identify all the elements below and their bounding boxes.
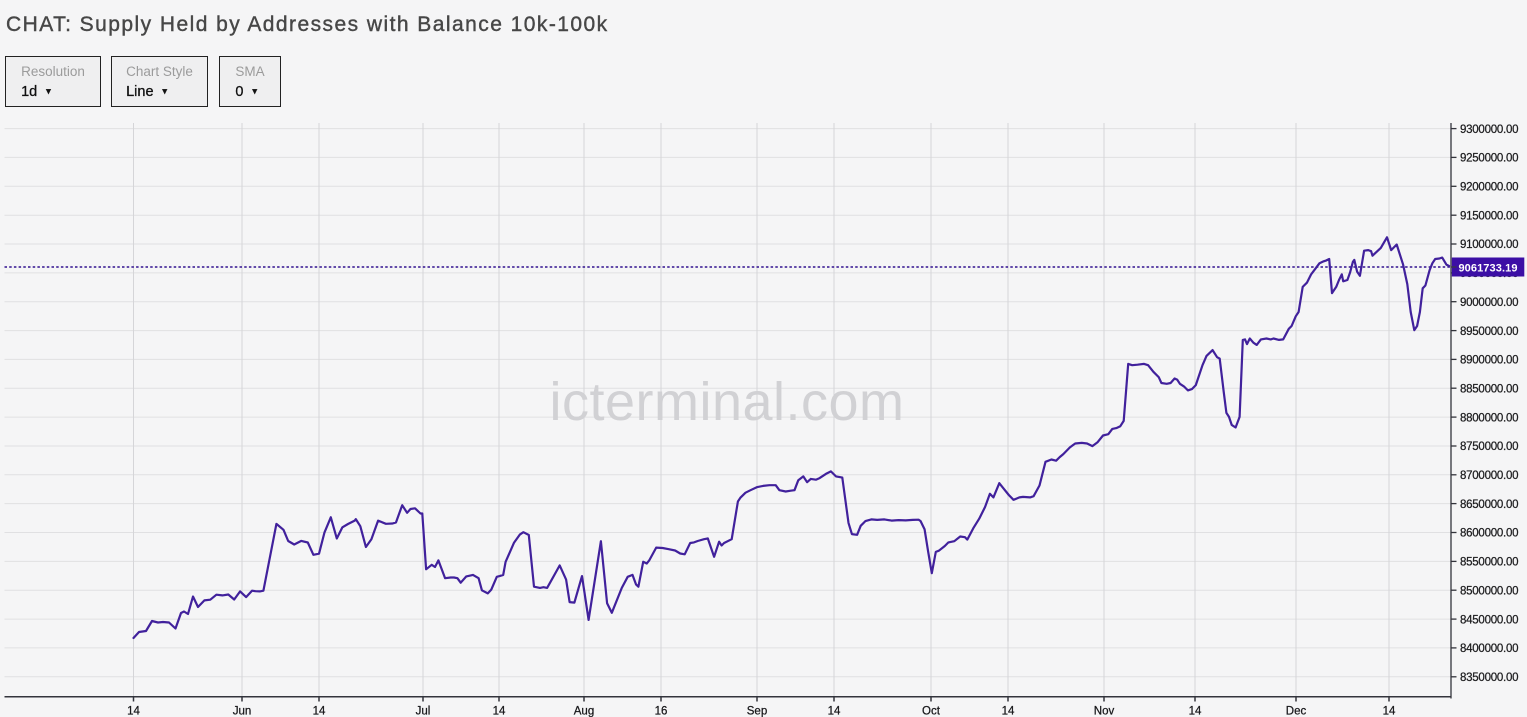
svg-text:Jul: Jul xyxy=(416,705,431,717)
svg-text:8850000.00: 8850000.00 xyxy=(1460,383,1518,395)
svg-text:14: 14 xyxy=(493,705,506,717)
svg-text:9200000.00: 9200000.00 xyxy=(1460,182,1518,194)
svg-text:Dec: Dec xyxy=(1286,705,1307,717)
svg-text:Jun: Jun xyxy=(233,705,252,717)
svg-text:8450000.00: 8450000.00 xyxy=(1460,614,1518,626)
svg-text:9300000.00: 9300000.00 xyxy=(1460,124,1518,136)
svg-text:8950000.00: 8950000.00 xyxy=(1460,326,1518,338)
svg-text:Sep: Sep xyxy=(747,705,767,717)
svg-text:14: 14 xyxy=(127,705,140,717)
svg-text:9100000.00: 9100000.00 xyxy=(1460,239,1518,251)
svg-text:Oct: Oct xyxy=(922,705,941,717)
svg-text:14: 14 xyxy=(1189,705,1202,717)
svg-text:8400000.00: 8400000.00 xyxy=(1460,643,1518,655)
svg-text:14: 14 xyxy=(313,705,326,717)
svg-text:14: 14 xyxy=(1002,705,1015,717)
svg-text:14: 14 xyxy=(828,705,841,717)
svg-text:icterminal.com: icterminal.com xyxy=(549,372,904,432)
svg-text:14: 14 xyxy=(1383,705,1396,717)
svg-text:Nov: Nov xyxy=(1094,705,1115,717)
svg-text:9000000.00: 9000000.00 xyxy=(1460,297,1518,309)
svg-text:16: 16 xyxy=(655,705,668,717)
svg-text:8600000.00: 8600000.00 xyxy=(1460,528,1518,540)
svg-text:8500000.00: 8500000.00 xyxy=(1460,585,1518,597)
svg-text:9250000.00: 9250000.00 xyxy=(1460,153,1518,165)
svg-text:8550000.00: 8550000.00 xyxy=(1460,557,1518,569)
svg-text:8700000.00: 8700000.00 xyxy=(1460,470,1518,482)
svg-text:8650000.00: 8650000.00 xyxy=(1460,499,1518,511)
svg-text:8350000.00: 8350000.00 xyxy=(1460,672,1518,684)
svg-text:9150000.00: 9150000.00 xyxy=(1460,210,1518,222)
svg-text:9061733.19: 9061733.19 xyxy=(1458,263,1517,275)
svg-text:8750000.00: 8750000.00 xyxy=(1460,441,1518,453)
svg-text:Aug: Aug xyxy=(574,705,594,717)
svg-text:8800000.00: 8800000.00 xyxy=(1460,412,1518,424)
svg-text:8900000.00: 8900000.00 xyxy=(1460,355,1518,367)
